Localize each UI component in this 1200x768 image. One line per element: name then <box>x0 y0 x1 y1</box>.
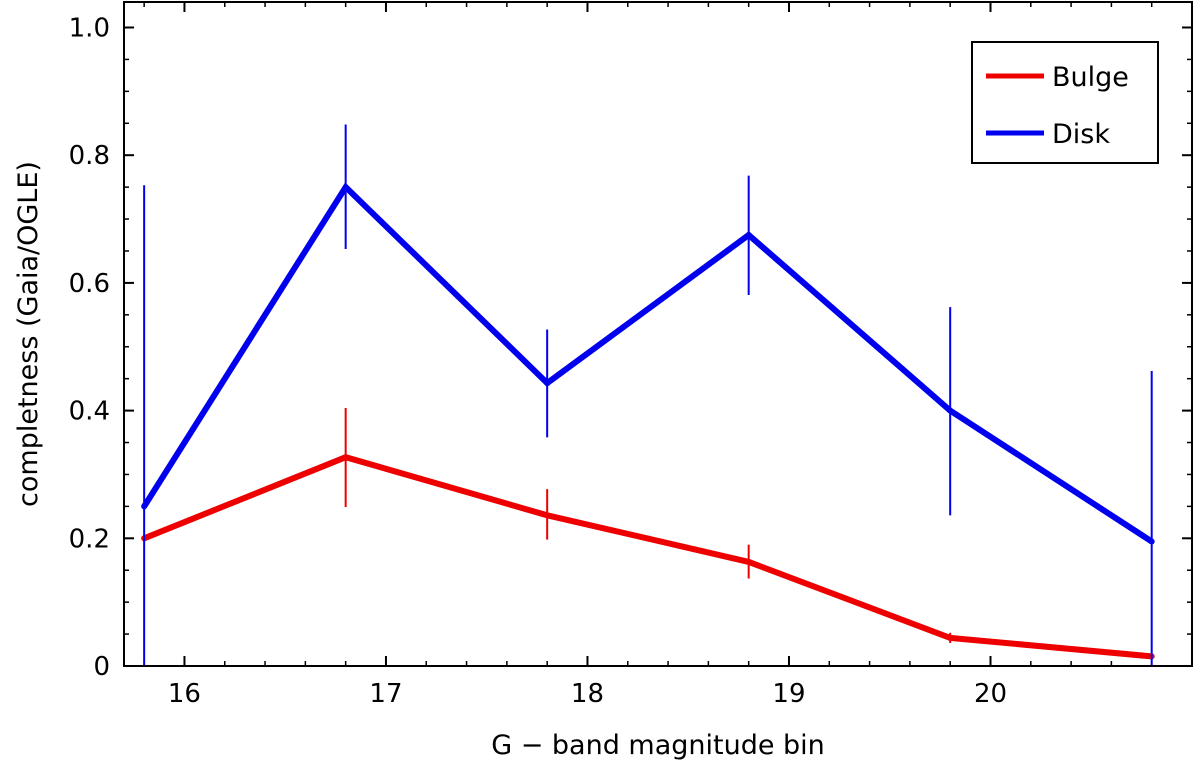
x-tick-label: 19 <box>772 679 805 709</box>
series-line-bulge <box>143 454 1152 660</box>
legend: Bulge Disk <box>971 41 1159 164</box>
ticks-layer: 16 17 18 19 20 0 0.2 0.4 0.6 0.8 1.0 <box>69 2 1193 709</box>
x-tick-label: 16 <box>168 679 201 709</box>
y-tick-label: 0 <box>93 652 110 682</box>
legend-label-disk: Disk <box>1052 119 1110 150</box>
series-layer <box>141 124 1155 666</box>
x-tick-label: 18 <box>571 679 604 709</box>
y-tick-label: 0.2 <box>69 524 110 554</box>
y-axis-title: completness (Gaia/OGLE) <box>13 161 44 507</box>
point-bulge <box>342 454 349 461</box>
point-disk <box>1148 538 1155 545</box>
y-tick-label: 1.0 <box>69 14 110 44</box>
y-tick-label: 0.4 <box>69 397 110 427</box>
point-disk <box>947 407 954 414</box>
point-bulge <box>544 512 551 519</box>
point-bulge <box>947 634 954 641</box>
point-bulge <box>745 558 752 565</box>
plot-frame <box>123 1 1193 667</box>
x-axis-title: G − band magnitude bin <box>491 730 825 761</box>
point-disk <box>544 380 551 387</box>
y-tick-label: 0.8 <box>69 141 110 171</box>
series-line-disk <box>141 182 1154 545</box>
series-bulge <box>141 408 1155 660</box>
legend-box <box>971 41 1159 164</box>
point-disk <box>745 232 752 239</box>
point-disk <box>141 503 148 510</box>
legend-label-bulge: Bulge <box>1052 62 1129 93</box>
series-disk <box>141 124 1155 666</box>
y-tick-label: 0.6 <box>69 269 110 299</box>
x-tick-label: 17 <box>369 679 402 709</box>
x-tick-label: 20 <box>974 679 1007 709</box>
point-disk <box>342 184 349 191</box>
